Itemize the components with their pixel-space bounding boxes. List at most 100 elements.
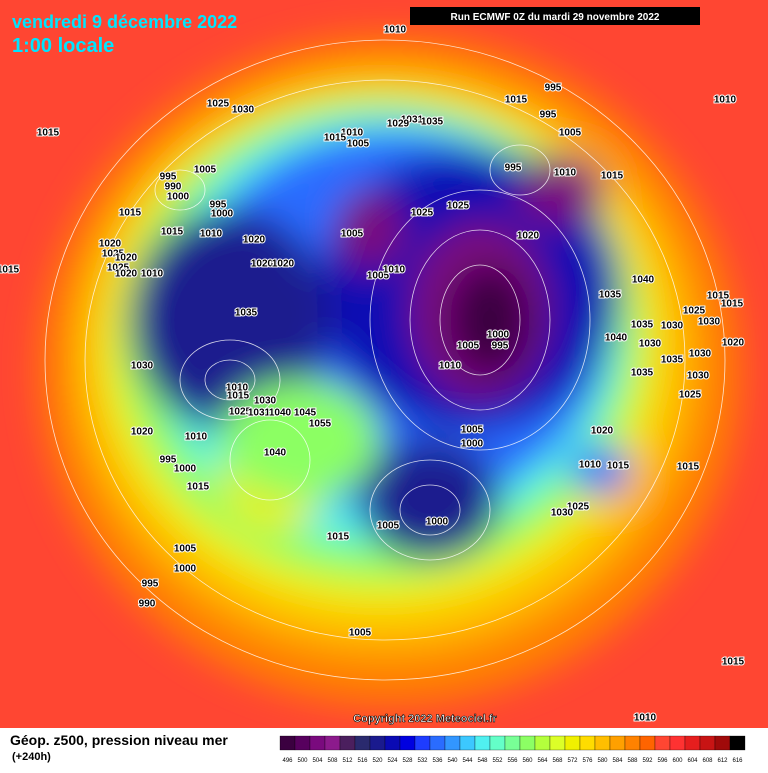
scale-label: 596 [657, 758, 668, 764]
isobar-label: 995 [142, 579, 159, 590]
forecast-time: 1:00 locale [12, 35, 114, 57]
isobar-label: 1005 [367, 271, 390, 282]
isobar-label: 1040 [269, 408, 292, 419]
scale-label: 536 [432, 758, 443, 764]
isobar-labels: 1010102510301015101599510109951005103110… [0, 24, 746, 725]
isobar-label: 1005 [559, 128, 582, 139]
scale-label: 504 [312, 758, 323, 764]
isobar-label: 995 [505, 163, 522, 174]
scale-label: 540 [447, 758, 458, 764]
isobar-label: 1020 [272, 259, 295, 270]
isobar-label: 1025 [447, 201, 470, 212]
scale-swatch [639, 735, 656, 751]
scale-label: 604 [687, 758, 698, 764]
scale-swatch [414, 735, 431, 751]
isobar-label: 1015 [161, 227, 184, 238]
isobar-label: 1020 [115, 269, 138, 280]
isobar-label: 1015 [722, 657, 745, 668]
isobar-label: 995 [210, 200, 227, 211]
scale-label: 532 [417, 758, 428, 764]
scale-swatch [294, 735, 311, 751]
isobar-label: 1010 [226, 383, 249, 394]
isobar-label: 1025 [207, 99, 230, 110]
isobar-label: 1040 [605, 333, 628, 344]
isobar-label: 1025 [679, 390, 702, 401]
isobar-label: 1015 [721, 299, 744, 310]
isobar-label: 1005 [194, 165, 217, 176]
scale-label: 520 [372, 758, 383, 764]
scale-swatch [579, 735, 596, 751]
scale-swatch [339, 735, 356, 751]
isobar-label: 1000 [211, 209, 234, 220]
isobar-label: 1010 [439, 361, 462, 372]
isobar-label: 1030 [639, 339, 662, 350]
isobar-label: 1015 [505, 95, 528, 106]
isobar-label: 1029 [387, 119, 410, 130]
isobar-label: 1010 [714, 95, 737, 106]
isobar-label: 1040 [264, 448, 287, 459]
scale-label: 564 [537, 758, 548, 764]
isobar-label: 995 [160, 455, 177, 466]
isobar-label: 1020 [722, 338, 745, 349]
isobar-label: 1015 [187, 482, 210, 493]
isobar-label: 1010 [341, 128, 364, 139]
isobar-label: 1005 [347, 139, 370, 150]
isobar-label: 1020 [591, 426, 614, 437]
geopotential-field [0, 0, 768, 728]
isobar-label: 1000 [167, 192, 190, 203]
scale-label: 516 [357, 758, 368, 764]
scale-label: 556 [507, 758, 518, 764]
isobar-label: 1025 [229, 407, 252, 418]
scale-swatch [684, 735, 701, 751]
isobar-label: 995 [540, 110, 557, 121]
isobar-label: 1035 [631, 368, 654, 379]
scale-label: 524 [387, 758, 398, 764]
isobar-label: 1030 [689, 349, 712, 360]
isobar-label: 1030 [698, 317, 721, 328]
scale-swatch [609, 735, 626, 751]
isobar-label: 1020 [251, 259, 274, 270]
isobar-label: 1020 [115, 253, 138, 264]
isobar-label: 1020 [243, 235, 266, 246]
isobar-label: 1005 [377, 521, 400, 532]
isobar-label: 1010 [579, 460, 602, 471]
scale-swatch [624, 735, 641, 751]
isobar-label: 1020 [131, 427, 154, 438]
isobar-label: 1000 [461, 439, 484, 450]
isobar-label: 1025 [107, 263, 130, 274]
isobar-label: 1035 [631, 320, 654, 331]
isobar-label: 1000 [174, 464, 197, 475]
scale-swatch [729, 735, 746, 751]
run-info: Run ECMWF 0Z du mardi 29 novembre 2022 [451, 12, 660, 23]
isobar-label: 1020 [99, 239, 122, 250]
isobar-label: 995 [160, 172, 177, 183]
isobar-label: 1031 [248, 408, 271, 419]
scale-swatch [369, 735, 386, 751]
scale-label: 592 [642, 758, 653, 764]
isobar-label: 1000 [174, 564, 197, 575]
isobar-label: 1010 [200, 229, 223, 240]
scale-label: 588 [627, 758, 638, 764]
scale-swatch [564, 735, 581, 751]
forecast-date: vendredi 9 décembre 2022 [12, 12, 237, 32]
scale-label: 616 [732, 758, 743, 764]
scale-swatch [309, 735, 326, 751]
isobar-label: 1035 [421, 117, 444, 128]
isobar-label: 1025 [102, 249, 125, 260]
scale-label: 544 [462, 758, 473, 764]
scale-label: 608 [702, 758, 713, 764]
scale-label: 528 [402, 758, 413, 764]
scale-label: 560 [522, 758, 533, 764]
isobar-label: 1005 [349, 628, 372, 639]
scale-swatch [399, 735, 416, 751]
scale-label: 576 [582, 758, 593, 764]
isobar-label: 1005 [174, 544, 197, 555]
scale-swatch [474, 735, 491, 751]
scale-label: 572 [567, 758, 578, 764]
scale-label: 568 [552, 758, 563, 764]
scale-label: 548 [477, 758, 488, 764]
scale-swatch [699, 735, 716, 751]
scale-swatch [594, 735, 611, 751]
isobar-label: 1000 [426, 517, 449, 528]
isobar-label: 1010 [383, 265, 406, 276]
